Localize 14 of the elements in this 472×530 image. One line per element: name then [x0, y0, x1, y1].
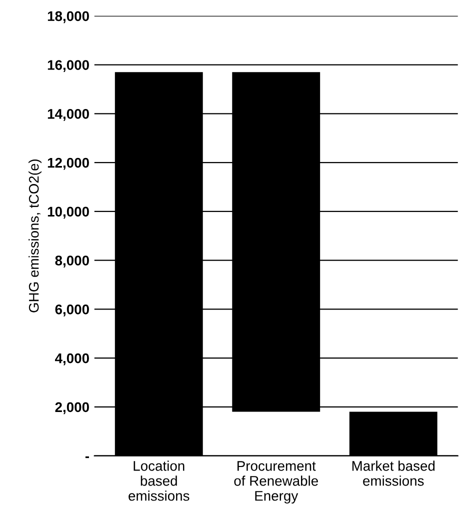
- y-tick-label: 6,000: [55, 304, 89, 316]
- y-tick-label: 12,000: [48, 158, 89, 170]
- y-tick-label: 2,000: [55, 402, 89, 414]
- y-tick-label: 16,000: [48, 60, 89, 72]
- y-axis-title: GHG emissions, tCO2(e): [28, 160, 42, 312]
- x-tick-label: Market based emissions: [352, 460, 435, 486]
- y-tick-label: 18,000: [48, 11, 89, 24]
- y-tick-label: 14,000: [48, 108, 89, 121]
- y-tick-label: 10,000: [48, 206, 89, 219]
- x-tick-label: Procurement of Renewable Energy: [234, 461, 318, 504]
- y-tick-label: 8,000: [55, 256, 89, 268]
- y-tick-label: -: [85, 456, 89, 458]
- y-tick-label: 4,000: [54, 353, 89, 366]
- x-tick-label: Location based emissions: [128, 460, 190, 501]
